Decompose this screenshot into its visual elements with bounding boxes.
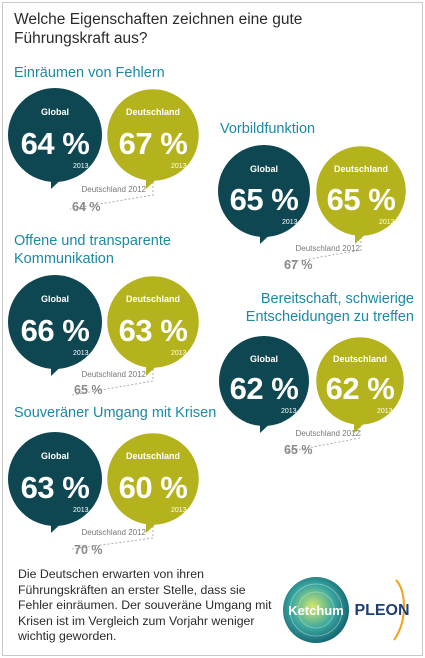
previous-year-label: Deutschland 2012 bbox=[81, 185, 147, 194]
section-title-krisen: Souveräner Umgang mit Krisen bbox=[14, 405, 217, 421]
value-deutschland: 62 % bbox=[326, 371, 395, 406]
panel-entscheidungen: Global Deutschland 62 % 62 % 2013 2013 D… bbox=[216, 328, 421, 473]
value-deutschland: 67 % bbox=[119, 126, 188, 161]
bubble-chart-kommunikation: Global Deutschland 66 % 63 % 2013 2013 bbox=[8, 273, 202, 396]
ketchum-wordmark: Ketchum bbox=[288, 603, 344, 618]
label-global: Global bbox=[41, 107, 69, 117]
section-title-line-2: Entscheidungen zu treffen bbox=[245, 309, 414, 325]
speech-tail-global bbox=[51, 173, 68, 189]
year-deutschland: 2013 bbox=[377, 408, 393, 415]
brand-logos: Ketchum PLEON bbox=[282, 572, 418, 650]
label-deutschland: Deutschland bbox=[334, 164, 388, 174]
speech-tail-deutschland bbox=[146, 173, 163, 189]
year-deutschland: 2013 bbox=[171, 350, 187, 357]
speech-tail-deutschland bbox=[146, 360, 163, 376]
value-deutschland: 65 % bbox=[327, 182, 396, 217]
value-global: 64 % bbox=[21, 126, 90, 161]
year-global: 2013 bbox=[73, 163, 89, 170]
previous-year-value: 65 % bbox=[284, 443, 313, 457]
panel-kommunikation: Global Deutschland 66 % 63 % 2013 2013 D… bbox=[8, 270, 213, 415]
year-global: 2013 bbox=[73, 350, 89, 357]
bubble-global bbox=[219, 336, 309, 426]
bubble-chart-fehler: Global Deutschland 64 % 67 % 2013 2013 bbox=[8, 86, 202, 210]
bubble-chart-vorbild: Global Deutschland 65 % 65 % 2013 2013 bbox=[218, 143, 409, 264]
previous-year-value: 67 % bbox=[284, 258, 313, 272]
panel-vorbild: Global Deutschland 65 % 65 % 2013 2013 D… bbox=[216, 138, 421, 283]
value-global: 66 % bbox=[21, 313, 90, 348]
speech-tail-deutschland bbox=[146, 517, 163, 533]
previous-year-value: 70 % bbox=[74, 543, 103, 557]
label-deutschland: Deutschland bbox=[126, 451, 180, 461]
label-global: Global bbox=[41, 294, 69, 304]
previous-year-value: 64 % bbox=[72, 200, 101, 214]
page-title: Welche Eigenschaften zeichnen eine gute … bbox=[14, 11, 303, 47]
ketchum-globe-icon bbox=[283, 577, 349, 643]
bubble-global bbox=[8, 275, 102, 369]
year-deutschland: 2013 bbox=[379, 219, 395, 226]
value-global: 63 % bbox=[21, 470, 90, 505]
bubble-global bbox=[8, 88, 102, 182]
previous-year-label: Deutschland 2012 bbox=[81, 528, 147, 537]
summary-text: Die Deutschen erwarten von ihren Führung… bbox=[18, 567, 272, 644]
value-global: 62 % bbox=[230, 371, 299, 406]
speech-tail-global bbox=[260, 417, 277, 433]
bubble-chart-entscheidungen: Global Deutschland 62 % 62 % 2013 2013 bbox=[219, 334, 407, 453]
year-global: 2013 bbox=[282, 219, 298, 226]
section-title-entscheidungen: Bereitschaft, schwierige Entscheidungen … bbox=[226, 290, 414, 326]
previous-year-leader-line bbox=[71, 526, 154, 550]
section-title-line-2: Kommunikation bbox=[14, 251, 114, 267]
previous-year-label: Deutschland 2012 bbox=[295, 429, 361, 438]
label-deutschland: Deutschland bbox=[126, 294, 180, 304]
value-global: 65 % bbox=[230, 182, 299, 217]
previous-year-leader-line bbox=[285, 237, 362, 264]
label-deutschland: Deutschland bbox=[126, 107, 180, 117]
pleon-wordmark: PLEON bbox=[354, 602, 409, 619]
year-global: 2013 bbox=[281, 408, 297, 415]
speech-tail-deutschland bbox=[354, 417, 371, 433]
section-title-vorbild: Vorbildfunktion bbox=[220, 121, 316, 137]
label-global: Global bbox=[41, 451, 69, 461]
speech-tail-global bbox=[51, 360, 68, 376]
panel-krisen: Global Deutschland 63 % 60 % 2013 2013 D… bbox=[8, 426, 213, 571]
speech-tail-global bbox=[260, 228, 277, 244]
year-global: 2013 bbox=[73, 507, 89, 514]
label-global: Global bbox=[250, 164, 278, 174]
ketchum-pleon-logo: Ketchum PLEON bbox=[283, 577, 410, 643]
panel-fehler: Global Deutschland 64 % 67 % 2013 2013 D… bbox=[8, 82, 213, 227]
pleon-arc-icon bbox=[393, 579, 405, 641]
value-deutschland: 60 % bbox=[119, 470, 188, 505]
bubble-global bbox=[218, 145, 310, 237]
previous-year-label: Deutschland 2012 bbox=[81, 370, 147, 379]
previous-year-leader-line bbox=[69, 182, 154, 210]
bubble-global bbox=[8, 432, 102, 526]
speech-tail-global bbox=[51, 517, 68, 533]
section-title-fehler: Einräumen von Fehlern bbox=[14, 65, 165, 81]
speech-tail-deutschland bbox=[355, 228, 372, 244]
year-deutschland: 2013 bbox=[171, 163, 187, 170]
section-title-line-1: Bereitschaft, schwierige bbox=[260, 291, 414, 307]
previous-year-leader-line bbox=[71, 369, 154, 396]
previous-year-label: Deutschland 2012 bbox=[295, 244, 361, 253]
bubble-chart-krisen: Global Deutschland 63 % 60 % 2013 2013 bbox=[8, 430, 202, 550]
value-deutschland: 63 % bbox=[119, 313, 188, 348]
section-title-kommunikation: Offene und transparente Kommunikation bbox=[14, 232, 171, 268]
previous-year-leader-line bbox=[285, 426, 361, 453]
previous-year-value: 65 % bbox=[74, 383, 103, 397]
section-title-line-1: Offene und transparente bbox=[14, 233, 171, 249]
label-deutschland: Deutschland bbox=[333, 354, 387, 364]
year-deutschland: 2013 bbox=[171, 507, 187, 514]
label-global: Global bbox=[250, 354, 278, 364]
